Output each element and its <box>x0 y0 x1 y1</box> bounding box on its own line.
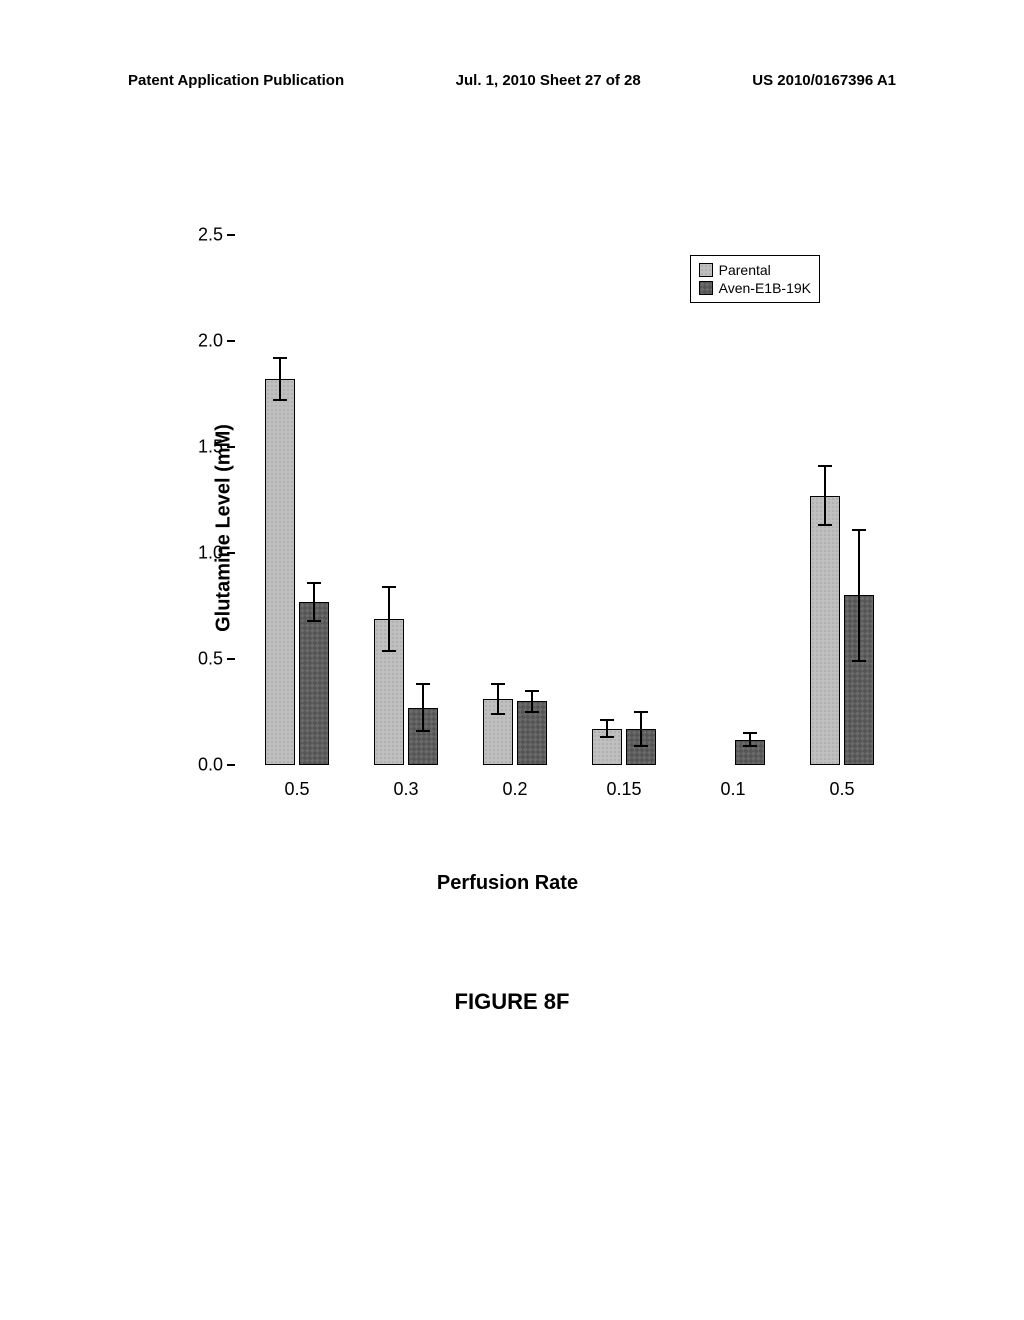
header-center: Jul. 1, 2010 Sheet 27 of 28 <box>456 72 641 89</box>
error-bar <box>388 587 390 651</box>
y-tick-label: 0.5 <box>175 649 223 670</box>
error-cap-top <box>273 357 287 359</box>
x-tick-label: 0.5 <box>284 779 309 800</box>
error-cap-bottom <box>525 711 539 713</box>
error-bar <box>858 530 860 661</box>
legend: Parental Aven-E1B-19K <box>690 255 820 303</box>
error-bar <box>640 712 642 746</box>
x-tick-label: 0.5 <box>829 779 854 800</box>
x-tick-label: 0.2 <box>502 779 527 800</box>
y-tick-label: 2.0 <box>175 331 223 352</box>
y-tick-label: 2.5 <box>175 225 223 246</box>
error-cap-bottom <box>416 730 430 732</box>
legend-swatch-parental <box>699 263 713 277</box>
error-cap-bottom <box>818 524 832 526</box>
error-cap-top <box>525 690 539 692</box>
error-cap-top <box>416 683 430 685</box>
x-axis-label: Perfusion Rate <box>437 872 578 895</box>
bar-parental <box>810 496 840 765</box>
error-bar <box>279 358 281 400</box>
error-cap-bottom <box>743 745 757 747</box>
legend-swatch-aven <box>699 281 713 295</box>
figure-label: FIGURE 8F <box>455 989 570 1015</box>
error-cap-top <box>382 586 396 588</box>
error-bar <box>606 720 608 737</box>
error-bar <box>497 684 499 714</box>
x-tick-label: 0.1 <box>720 779 745 800</box>
error-bar <box>422 684 424 731</box>
error-cap-top <box>852 529 866 531</box>
legend-label: Parental <box>719 262 771 278</box>
legend-row-aven: Aven-E1B-19K <box>699 279 811 297</box>
header: Patent Application Publication Jul. 1, 2… <box>128 72 896 89</box>
error-cap-bottom <box>491 713 505 715</box>
error-cap-bottom <box>273 399 287 401</box>
error-cap-bottom <box>852 660 866 662</box>
error-cap-top <box>743 732 757 734</box>
header-right: US 2010/0167396 A1 <box>752 72 896 89</box>
header-left: Patent Application Publication <box>128 72 344 89</box>
error-cap-top <box>818 465 832 467</box>
y-tick-label: 0.0 <box>175 755 223 776</box>
x-tick-label: 0.15 <box>606 779 641 800</box>
legend-row-parental: Parental <box>699 261 811 279</box>
error-cap-bottom <box>382 650 396 652</box>
y-tick-label: 1.5 <box>175 437 223 458</box>
x-tick-label: 0.3 <box>393 779 418 800</box>
y-tick <box>227 764 235 766</box>
y-tick-label: 1.0 <box>175 543 223 564</box>
y-tick <box>227 658 235 660</box>
y-tick <box>227 446 235 448</box>
error-cap-top <box>491 683 505 685</box>
y-tick <box>227 234 235 236</box>
error-cap-top <box>600 719 614 721</box>
error-bar <box>531 691 533 712</box>
legend-label: Aven-E1B-19K <box>719 280 811 296</box>
error-cap-bottom <box>307 620 321 622</box>
error-cap-bottom <box>600 736 614 738</box>
y-tick <box>227 552 235 554</box>
error-cap-bottom <box>634 745 648 747</box>
error-cap-top <box>307 582 321 584</box>
error-bar <box>824 466 826 525</box>
error-bar <box>313 583 315 621</box>
y-tick <box>227 340 235 342</box>
bar-parental <box>265 379 295 765</box>
bar-aven-e1b-19k <box>299 602 329 765</box>
bar-chart: Glutamine Level (mM) Perfusion Rate Pare… <box>175 235 840 820</box>
error-cap-top <box>634 711 648 713</box>
